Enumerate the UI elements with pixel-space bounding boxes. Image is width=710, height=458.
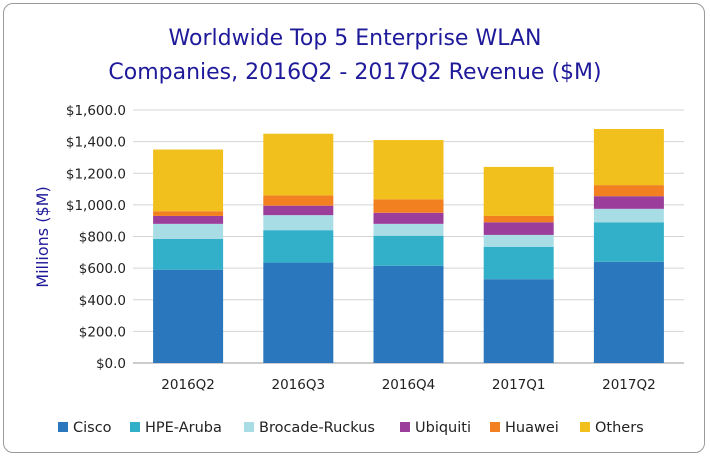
bar-ubiquiti-2016q4 bbox=[373, 212, 444, 224]
y-tick-label: $400.0 bbox=[79, 293, 126, 309]
y-axis-label: Millions ($M) bbox=[33, 186, 52, 287]
legend-label: Cisco bbox=[73, 420, 112, 436]
y-tick-label: $800.0 bbox=[79, 230, 126, 246]
legend-label: Ubiquiti bbox=[415, 420, 471, 436]
bar-huawei-2017q2 bbox=[593, 185, 664, 197]
bar-huawei-2016q3 bbox=[263, 195, 334, 206]
bar-ubiquiti-2017q1 bbox=[483, 222, 554, 235]
bar-ubiquiti-2016q3 bbox=[263, 205, 334, 216]
legend: Cisco HPE-Aruba Brocade-Ruckus Ubiquiti Huaw… bbox=[58, 420, 644, 436]
legend-label: Others bbox=[595, 420, 644, 436]
legend-label: HPE-Aruba bbox=[145, 420, 222, 436]
chart-title-line-2: Companies, 2016Q2 - 2017Q2 Revenue ($M) bbox=[108, 60, 601, 85]
y-tick-label: $1,600.0 bbox=[66, 103, 126, 119]
y-tick-label: $200.0 bbox=[79, 324, 126, 340]
bar-cisco-2016q3 bbox=[263, 262, 334, 363]
y-tick-label: $1,400.0 bbox=[66, 135, 126, 151]
bar-hpe-aruba-2016q4 bbox=[373, 235, 444, 266]
legend-swatch-hpe-aruba bbox=[130, 422, 140, 432]
y-tick-label: $600.0 bbox=[79, 261, 126, 277]
bar-others-2016q4 bbox=[373, 140, 444, 200]
bar-brocade-ruckus-2017q1 bbox=[483, 234, 554, 247]
x-tick-label: 2016Q3 bbox=[272, 377, 326, 393]
bar-brocade-ruckus-2016q2 bbox=[153, 223, 224, 239]
bar-cisco-2016q4 bbox=[373, 265, 444, 363]
bar-ubiquiti-2017q2 bbox=[593, 196, 664, 209]
chart-title-line-1: Worldwide Top 5 Enterprise WLAN bbox=[169, 26, 542, 51]
bar-huawei-2016q4 bbox=[373, 199, 444, 213]
bar-brocade-ruckus-2016q4 bbox=[373, 223, 444, 236]
y-tick-label: $0.0 bbox=[96, 356, 126, 372]
x-tick-label: 2017Q2 bbox=[602, 377, 656, 393]
y-tick-label: $1,000.0 bbox=[66, 198, 126, 214]
x-tick-label: 2017Q1 bbox=[492, 377, 546, 393]
y-tick-label: $1,200.0 bbox=[66, 166, 126, 182]
bar-cisco-2017q2 bbox=[593, 261, 664, 363]
bar-others-2017q1 bbox=[483, 166, 554, 216]
legend-swatch-others bbox=[580, 422, 590, 432]
bar-others-2016q3 bbox=[263, 133, 334, 196]
bar-hpe-aruba-2016q2 bbox=[153, 238, 224, 270]
x-axis-ticks: 2016Q2 2016Q3 2016Q4 2017Q1 2017Q2 bbox=[161, 377, 655, 393]
legend-swatch-cisco bbox=[58, 422, 68, 432]
legend-label: Brocade-Ruckus bbox=[259, 420, 375, 436]
chart-frame bbox=[3, 3, 705, 453]
legend-swatch-ubiquiti bbox=[400, 422, 410, 432]
bar-others-2017q2 bbox=[593, 128, 664, 186]
bar-huawei-2017q1 bbox=[483, 215, 554, 223]
y-axis-ticks: $0.0 $200.0 $400.0 $600.0 $800.0 $1,000.0 $1,2… bbox=[66, 103, 126, 372]
bar-ubiquiti-2016q2 bbox=[153, 215, 224, 224]
bar-cisco-2016q2 bbox=[153, 269, 224, 363]
bar-hpe-aruba-2017q1 bbox=[483, 246, 554, 280]
bar-cisco-2017q1 bbox=[483, 279, 554, 363]
legend-swatch-huawei bbox=[490, 422, 500, 432]
legend-label: Huawei bbox=[505, 420, 559, 436]
bar-hpe-aruba-2017q2 bbox=[593, 222, 664, 262]
bars bbox=[153, 128, 664, 363]
legend-swatch-brocade-ruckus bbox=[244, 422, 254, 432]
x-tick-label: 2016Q2 bbox=[161, 377, 215, 393]
x-tick-label: 2016Q4 bbox=[382, 377, 436, 393]
bar-others-2016q2 bbox=[153, 149, 224, 212]
bar-brocade-ruckus-2016q3 bbox=[263, 215, 334, 231]
bar-huawei-2016q2 bbox=[153, 211, 224, 216]
bar-brocade-ruckus-2017q2 bbox=[593, 208, 664, 223]
bar-hpe-aruba-2016q3 bbox=[263, 230, 334, 263]
